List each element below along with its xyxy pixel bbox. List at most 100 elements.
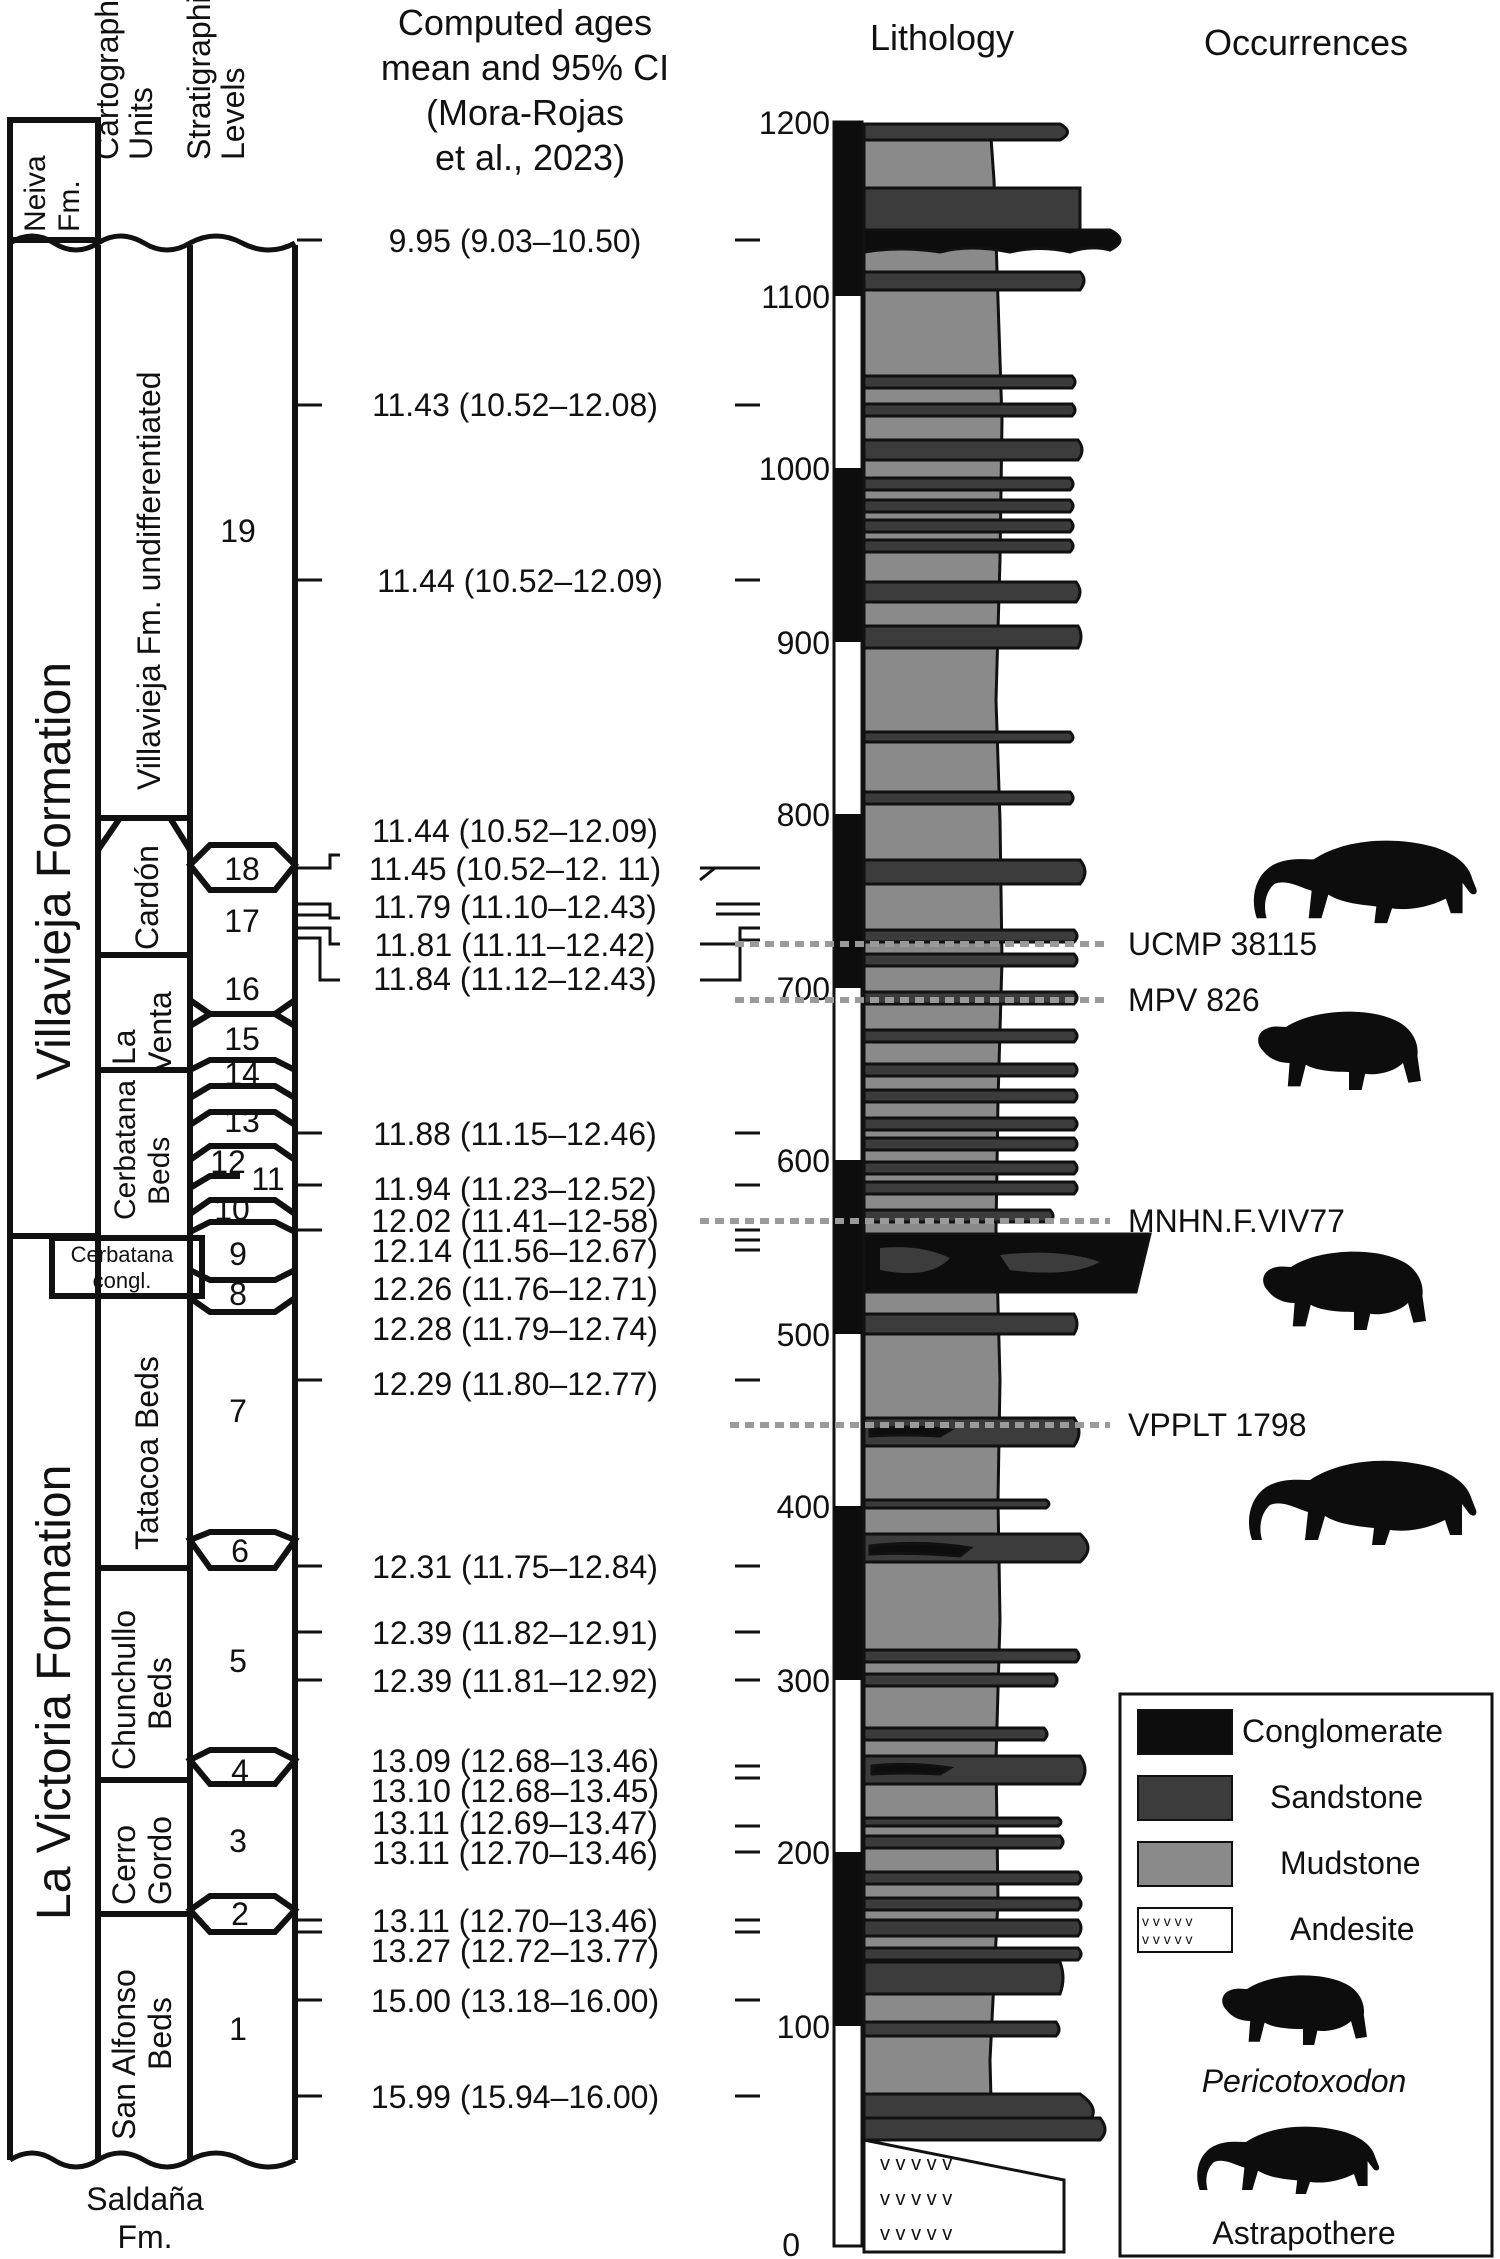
- legend-label-pericotoxodon: Pericotoxodon: [1202, 2063, 1407, 2099]
- lithology-column: v v v v v v v v v v v v v v v: [862, 122, 1152, 2254]
- age-label: 15.99 (15.94–16.00): [371, 2079, 659, 2115]
- level-17: 17: [224, 903, 260, 939]
- unit-chunchullo-beds-label: ChunchulloBeds: [106, 1610, 178, 1770]
- unit-la-venta-label: LaVenta: [106, 991, 178, 1073]
- astrapothere-silhouette-icon: [1249, 1460, 1477, 1545]
- scale-tick-label: 200: [777, 1835, 830, 1871]
- legend-label-conglomerate: Conglomerate: [1242, 1713, 1443, 1749]
- villavieja-formation-label: Villavieja Formation: [28, 662, 81, 1080]
- scale-tick-label: 900: [777, 625, 830, 661]
- andesite-glyph: v v v v v: [1142, 1931, 1193, 1947]
- legend: v v v v v v v v v v Conglomerate Sandsto…: [1118, 1692, 1494, 2258]
- level-12: 12: [210, 1144, 246, 1180]
- andesite-glyph: v v v v v: [880, 2188, 952, 2210]
- scale-tick-labels: 1200 1100 1000 900 800 700 600 500 400 3…: [759, 105, 830, 2259]
- age-label: 9.95 (9.03–10.50): [389, 223, 642, 259]
- scale-tick-label: 1000: [759, 451, 830, 487]
- age-label: 12.39 (11.81–12.92): [372, 1663, 658, 1699]
- unit-villavieja-undiff-label: Villavieja Fm. undifferentiated: [131, 371, 167, 790]
- unit-san-alfonso-beds-label: San AlfonsoBeds: [106, 1969, 178, 2140]
- specimen-mpv-826: MPV 826: [1128, 982, 1260, 1018]
- la-victoria-formation-label: La Victoria Formation: [28, 1465, 81, 1920]
- saldana-formation-label: Saldaña Fm.: [86, 2181, 204, 2255]
- specimen-ucmp-38115: UCMP 38115: [1128, 926, 1317, 962]
- level-11: 11: [251, 1161, 284, 1197]
- age-label: 12.31 (11.75–12.84): [372, 1549, 658, 1585]
- thickness-scale: [832, 120, 864, 2248]
- age-label: 11.88 (11.15–12.46): [373, 1116, 656, 1152]
- unit-tatacoa-beds-label: Tatacoa Beds: [129, 1356, 165, 1550]
- specimen-labels: UCMP 38115 MPV 826 MNHN.F.VIV77 VPPLT 17…: [1128, 926, 1345, 1443]
- unit-cerbatana-congl-label: Cerbatana congl.: [71, 1242, 175, 1293]
- neiva-box: [7, 117, 101, 243]
- unit-cardon-label: Cardón: [129, 845, 165, 950]
- legend-swatch-conglomerate: [1137, 1709, 1233, 1755]
- scale-tick-label: 300: [777, 1663, 830, 1699]
- unit-cerbatana-beds-label: CerbatanaBeds: [109, 1080, 176, 1220]
- age-label: 11.44 (10.52–12.09): [372, 813, 658, 849]
- scale-tick-label: 800: [777, 797, 830, 833]
- legend-swatch-sandstone: [1137, 1775, 1233, 1821]
- pericotoxodon-silhouette-icon: [1263, 1251, 1426, 1330]
- level-16: 16: [224, 971, 260, 1007]
- age-label: 11.43 (10.52–12.08): [372, 387, 658, 423]
- age-label: 13.27 (12.72–13.77): [371, 1933, 659, 1969]
- unit-cerro-gordo-label: CerroGordo: [106, 1816, 178, 1905]
- level-15: 15: [224, 1021, 260, 1057]
- level-9: 9: [229, 1236, 247, 1272]
- age-label: 12.14 (11.56–12.67): [372, 1233, 658, 1269]
- age-label: 15.00 (13.18–16.00): [371, 1983, 659, 2019]
- occurrences-header: Occurrences: [1204, 22, 1408, 63]
- formation-labels: NeivaFm. Villavieja Formation La Victori…: [19, 155, 204, 2255]
- legend-label-astrapothere: Astrapothere: [1212, 2215, 1395, 2251]
- andesite-pattern: v v v v v v v v v v v v v v v: [880, 2153, 952, 2245]
- age-label: 11.84 (11.12–12.43): [373, 961, 656, 997]
- level-8: 8: [229, 1276, 247, 1312]
- neiva-formation-label: NeivaFm.: [19, 155, 86, 232]
- level-7: 7: [229, 1393, 247, 1429]
- legend-label-andesite: Andesite: [1290, 1911, 1415, 1947]
- age-label: 12.26 (11.76–12.71): [372, 1271, 658, 1307]
- scale-tick-label: 400: [777, 1489, 830, 1525]
- computed-ages-header: Computed ages mean and 95% CI (Mora-Roja…: [381, 2, 679, 178]
- level-10: 10: [214, 1191, 250, 1227]
- specimen-vpplt-1798: VPPLT 1798: [1128, 1407, 1307, 1443]
- pericotoxodon-silhouette-icon: [1258, 1011, 1421, 1090]
- computed-ages: 9.95 (9.03–10.50) 11.43 (10.52–12.08) 11…: [369, 223, 663, 2115]
- scale-tick-label: 0: [782, 2227, 800, 2259]
- scale-tick-label: 600: [777, 1143, 830, 1179]
- age-label: 13.11 (12.70–13.46): [372, 1903, 658, 1939]
- lithology-header: Lithology: [870, 17, 1014, 58]
- age-label: 13.09 (12.68–13.46): [371, 1743, 659, 1779]
- age-label: 11.45 (10.52–12. 11): [369, 851, 661, 887]
- headers: CartographicUnits StratigraphicLevels Co…: [89, 0, 1408, 178]
- scale-tick-label: 1100: [761, 279, 830, 315]
- level-6: 6: [231, 1533, 249, 1569]
- age-label: 11.94 (11.23–12.52): [373, 1171, 656, 1207]
- age-label: 13.10 (12.68–13.45): [371, 1773, 659, 1809]
- level-19: 19: [220, 513, 256, 549]
- astrapothere-silhouette-icon: [1253, 840, 1477, 924]
- specimen-markers: [700, 941, 1110, 1428]
- level-5: 5: [229, 1643, 247, 1679]
- level-2: 2: [231, 1896, 249, 1932]
- legend-swatch-mudstone: [1137, 1841, 1233, 1887]
- specimen-mnhn-f-viv77: MNHN.F.VIV77: [1128, 1203, 1345, 1239]
- age-label: 13.11 (12.70–13.46): [372, 1835, 658, 1871]
- age-label: 12.28 (11.79–12.74): [372, 1311, 658, 1347]
- age-label: 12.02 (11.41–12-58): [371, 1203, 659, 1239]
- age-label: 11.81 (11.11–12.42): [374, 927, 655, 963]
- scale-tick-label: 500: [777, 1317, 830, 1353]
- level-1: 1: [229, 2011, 247, 2047]
- level-3: 3: [229, 1823, 247, 1859]
- stratigraphic-column: [7, 117, 300, 2170]
- age-label: 13.11 (12.69–13.47): [372, 1805, 658, 1841]
- age-label: 11.44 (10.52–12.09): [377, 563, 663, 599]
- andesite-glyph: v v v v v: [1142, 1913, 1193, 1929]
- age-label: 12.29 (11.80–12.77): [372, 1366, 658, 1402]
- level-14: 14: [224, 1056, 260, 1092]
- legend-label-sandstone: Sandstone: [1270, 1779, 1423, 1815]
- scale-tick-label: 100: [777, 2009, 830, 2045]
- andesite-glyph: v v v v v: [880, 2223, 952, 2245]
